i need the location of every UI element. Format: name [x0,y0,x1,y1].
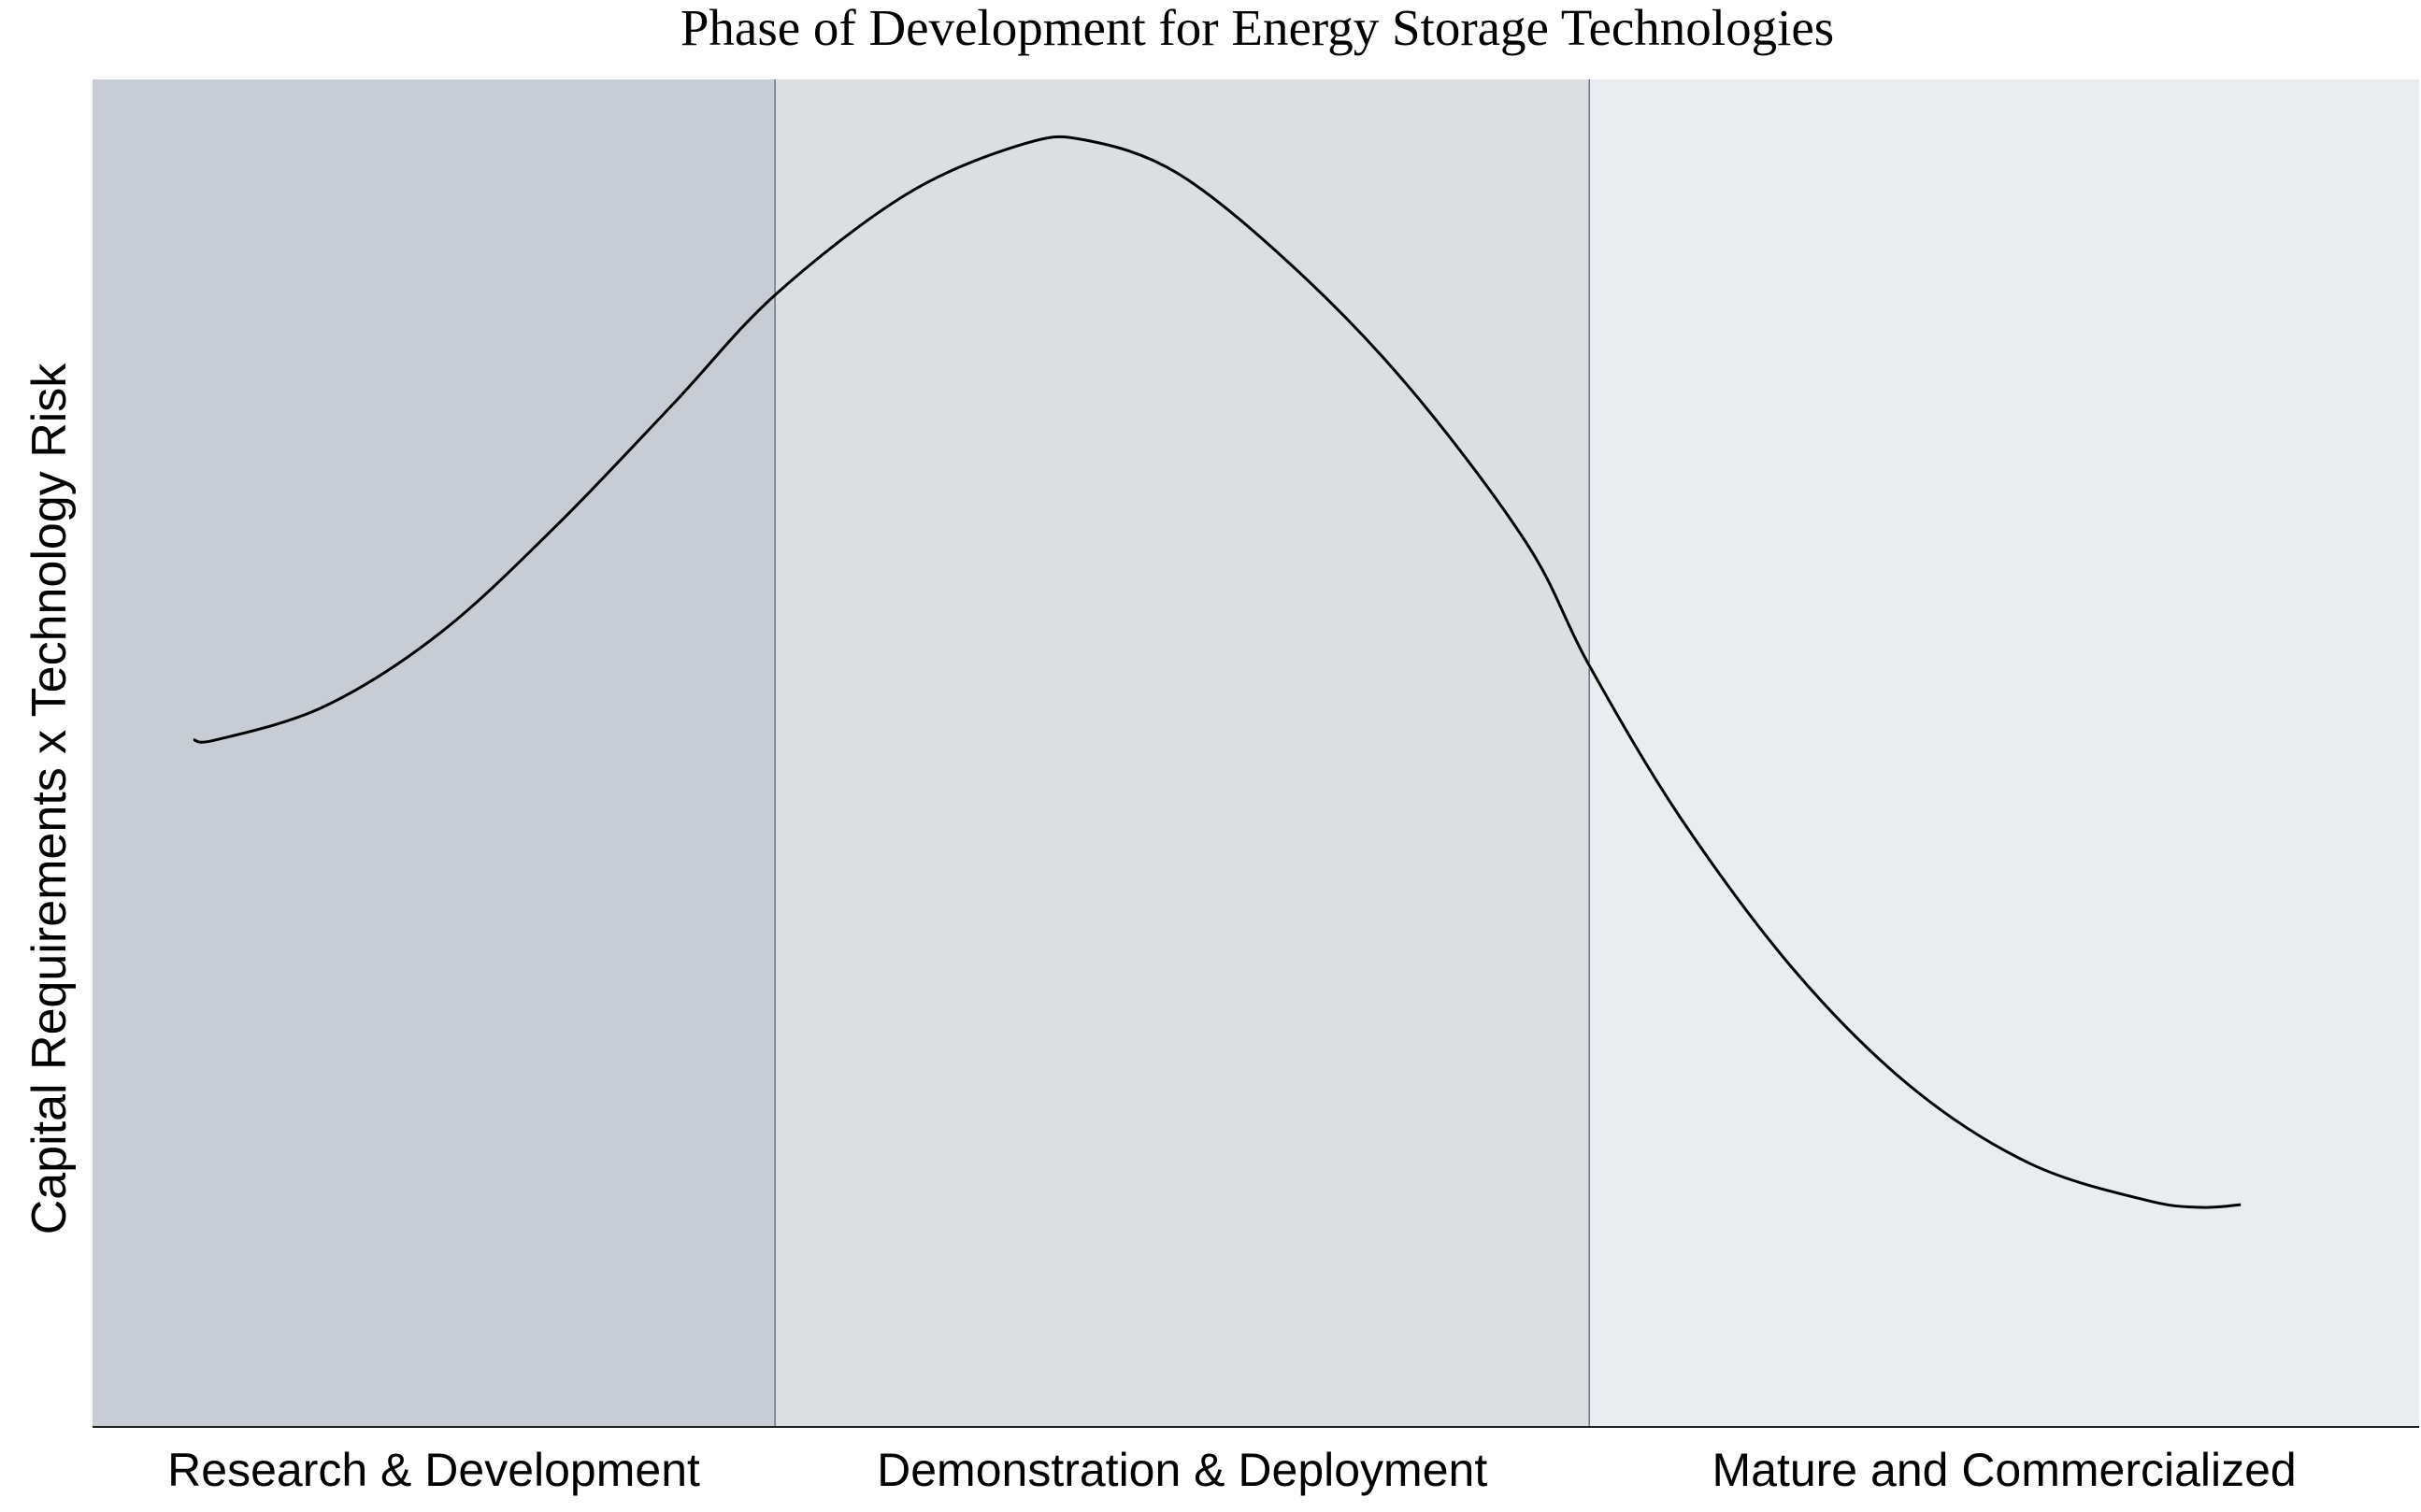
phase-labels: Research & Development Demonstration & De… [167,1444,2297,1496]
phase-bands [93,79,2419,1427]
phase-dividers [774,79,1591,1427]
phase-band-2 [775,79,1590,1427]
phase-band-1 [93,79,776,1427]
phase-label-1: Research & Development [167,1444,700,1496]
y-axis-label: Capital Requirements x Technology Risk [22,363,77,1235]
phase-label-2: Demonstration & Deployment [877,1444,1487,1496]
plot-area [93,79,2419,1427]
phase-label-3: Mature and Commercialized [1712,1444,2297,1496]
series-line-1 [193,135,2242,1209]
chart-title: Phase of Development for Energy Storage … [680,0,1834,56]
series-lines [193,135,2242,1209]
phase-band-3 [1589,79,2419,1427]
